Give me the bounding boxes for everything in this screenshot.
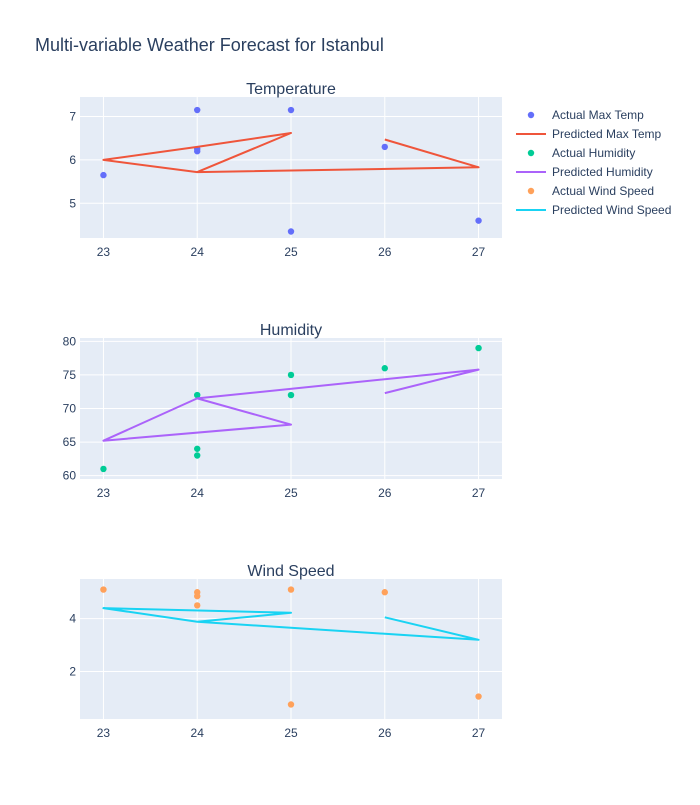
x-tick-label: 24 bbox=[191, 486, 205, 500]
x-tick-label: 24 bbox=[191, 245, 205, 259]
legend-item[interactable]: Predicted Max Temp bbox=[516, 127, 661, 141]
legend[interactable]: Actual Max Temp Predicted Max Temp Actual … bbox=[516, 108, 671, 217]
legend-label: Actual Wind Speed bbox=[552, 184, 654, 198]
legend-item[interactable]: Predicted Humidity bbox=[516, 165, 653, 179]
data-point bbox=[194, 602, 201, 609]
data-point bbox=[194, 452, 201, 459]
data-point bbox=[381, 143, 388, 151]
y-tick-label: 75 bbox=[63, 368, 77, 382]
y-tick-label: 60 bbox=[63, 469, 77, 483]
legend-item[interactable]: Actual Humidity bbox=[527, 146, 636, 160]
data-point bbox=[287, 701, 295, 708]
y-tick-label: 2 bbox=[69, 664, 76, 678]
legend-marker bbox=[527, 111, 535, 119]
legend-label: Predicted Humidity bbox=[552, 165, 653, 179]
legend-label: Actual Humidity bbox=[552, 146, 635, 160]
legend-item[interactable]: Actual Wind Speed bbox=[527, 184, 654, 198]
data-point bbox=[194, 592, 201, 600]
legend-label: Actual Max Temp bbox=[552, 108, 644, 122]
x-tick-label: 25 bbox=[284, 486, 298, 500]
y-tick-label: 70 bbox=[63, 402, 77, 416]
subplot-title: Humidity bbox=[260, 322, 322, 339]
y-tick-label: 7 bbox=[69, 110, 76, 124]
data-point bbox=[100, 465, 107, 473]
data-point bbox=[194, 391, 201, 399]
x-tick-label: 26 bbox=[378, 245, 392, 259]
data-point bbox=[381, 589, 388, 596]
y-tick-label: 5 bbox=[69, 196, 76, 210]
data-point bbox=[194, 445, 201, 452]
legend-marker bbox=[527, 149, 535, 157]
x-tick-label: 27 bbox=[472, 245, 486, 259]
x-tick-label: 23 bbox=[97, 245, 111, 259]
legend-item[interactable]: Actual Max Temp bbox=[527, 108, 644, 122]
x-tick-label: 25 bbox=[284, 726, 298, 740]
legend-marker bbox=[527, 187, 535, 195]
x-tick-label: 27 bbox=[472, 486, 486, 500]
data-point bbox=[100, 171, 107, 179]
data-point bbox=[194, 148, 201, 155]
subplot-1: 23 24 25 26 27 5 6 7 Temperature bbox=[69, 81, 502, 259]
x-tick-label: 23 bbox=[97, 726, 111, 740]
x-tick-label: 25 bbox=[284, 245, 298, 259]
data-point bbox=[287, 228, 295, 235]
legend-item[interactable]: Predicted Wind Speed bbox=[516, 203, 671, 217]
y-tick-label: 65 bbox=[63, 435, 77, 449]
x-tick-label: 23 bbox=[97, 486, 111, 500]
x-tick-label: 27 bbox=[472, 726, 486, 740]
series-line bbox=[102, 368, 480, 442]
chart-title: Multi-variable Weather Forecast for Ista… bbox=[35, 35, 384, 55]
data-point bbox=[287, 106, 295, 114]
subplot-title: Temperature bbox=[246, 81, 336, 98]
series-line bbox=[102, 607, 480, 641]
subplot-2: 23 24 25 26 27 60 65 70 75 80 Humidity bbox=[63, 322, 502, 500]
data-point bbox=[381, 365, 388, 372]
data-point bbox=[100, 586, 107, 593]
data-point bbox=[287, 371, 295, 379]
x-tick-label: 26 bbox=[378, 726, 392, 740]
y-tick-label: 4 bbox=[69, 612, 76, 626]
data-point bbox=[475, 693, 482, 700]
data-point bbox=[287, 391, 295, 399]
data-point bbox=[475, 217, 482, 224]
legend-label: Predicted Max Temp bbox=[552, 127, 661, 141]
legend-label: Predicted Wind Speed bbox=[552, 203, 671, 217]
data-point bbox=[287, 586, 295, 593]
x-tick-label: 24 bbox=[191, 726, 205, 740]
data-point bbox=[475, 344, 482, 352]
data-point bbox=[194, 106, 201, 114]
subplot-title: Wind Speed bbox=[247, 563, 334, 580]
series-line bbox=[102, 132, 480, 174]
x-tick-label: 26 bbox=[378, 486, 392, 500]
y-tick-label: 6 bbox=[69, 153, 76, 167]
y-tick-label: 80 bbox=[63, 334, 77, 348]
